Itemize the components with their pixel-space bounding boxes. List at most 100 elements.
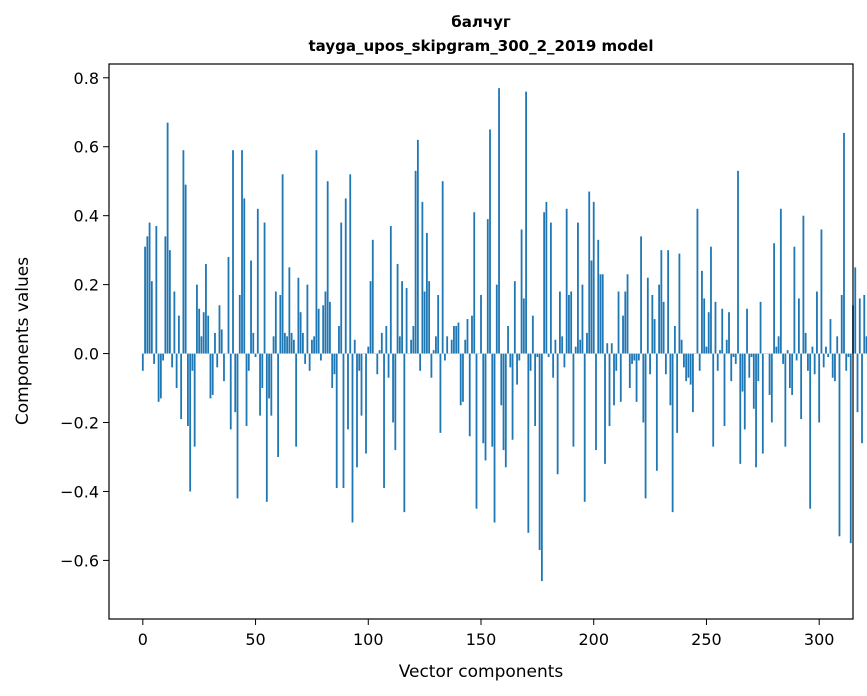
bar [847, 353, 850, 358]
bar [241, 150, 243, 354]
bar [171, 353, 174, 368]
x-axis-label: Vector components [399, 662, 564, 682]
bar [383, 353, 385, 489]
bar [777, 336, 780, 354]
bar [676, 353, 679, 433]
bar [358, 353, 361, 371]
bar [430, 353, 433, 378]
bar [297, 277, 300, 354]
bar [759, 301, 762, 354]
bar [342, 353, 345, 489]
bar [462, 353, 464, 402]
x-axis: 0 50 100 150 200 250 300 [138, 619, 834, 649]
bar [599, 274, 602, 354]
bar [507, 325, 509, 354]
bar [466, 319, 469, 354]
bar [457, 322, 460, 354]
bar [182, 150, 185, 354]
bar [268, 353, 270, 399]
bar [471, 315, 473, 354]
bar [394, 353, 397, 451]
bar [238, 294, 241, 354]
bar [274, 291, 277, 354]
bar [338, 325, 340, 354]
bar [288, 267, 291, 354]
bar [728, 312, 730, 354]
bar [559, 291, 561, 354]
bar [198, 308, 201, 354]
bar [574, 346, 577, 354]
bar [739, 353, 742, 464]
bar [265, 353, 268, 502]
bar [482, 353, 485, 444]
bar [615, 353, 618, 371]
bar [150, 281, 153, 354]
bar [590, 260, 593, 354]
bar [329, 301, 331, 354]
bar [419, 353, 422, 371]
bar [473, 212, 476, 354]
bar [196, 284, 198, 354]
bar [712, 353, 715, 447]
bar [788, 353, 791, 389]
bar [748, 353, 751, 378]
bar [595, 353, 597, 451]
bar [214, 332, 216, 354]
chart-subtitle: tayga_upos_skipgram_300_2_2019 model [309, 37, 654, 55]
bar [707, 312, 710, 354]
bar [840, 294, 843, 354]
bar [531, 315, 534, 354]
bar [525, 91, 527, 354]
bar [504, 353, 507, 468]
bar [732, 353, 735, 358]
bar [547, 353, 550, 358]
y-axis-label: Components values [13, 257, 33, 425]
bar [734, 353, 737, 364]
bar [536, 353, 539, 358]
bar [157, 353, 160, 402]
bar [464, 339, 467, 354]
bar [795, 353, 798, 361]
bar [800, 353, 803, 420]
bar [365, 353, 367, 454]
bar [811, 346, 814, 354]
bar [344, 198, 347, 354]
bar [322, 305, 325, 354]
bar [378, 350, 381, 354]
bar [669, 353, 672, 406]
bar [511, 353, 514, 440]
bar [622, 315, 624, 354]
bar [516, 353, 518, 385]
bar [664, 353, 667, 375]
bar [604, 353, 606, 464]
bar [843, 132, 845, 354]
bar [725, 339, 728, 354]
y-tick-label: 0.4 [74, 207, 99, 226]
y-tick-label: 0.8 [74, 69, 99, 88]
bar [673, 325, 676, 354]
bar [405, 288, 408, 354]
bar [175, 353, 178, 389]
bar [527, 353, 530, 533]
bar [827, 353, 830, 358]
bar [216, 353, 219, 368]
bar [624, 291, 627, 354]
bar [845, 353, 848, 371]
bar [719, 350, 721, 354]
bar [326, 181, 329, 354]
bar [592, 201, 595, 354]
bar [743, 353, 746, 430]
bar [658, 284, 661, 354]
bar [640, 236, 642, 354]
bar [683, 353, 685, 368]
bar [858, 298, 861, 354]
bar [520, 229, 523, 354]
bar [200, 336, 203, 354]
bar [820, 229, 823, 354]
bar [687, 353, 690, 378]
bar [279, 294, 282, 354]
bar [597, 239, 600, 354]
bar [347, 353, 349, 430]
bar [568, 294, 570, 354]
bar [698, 353, 701, 371]
